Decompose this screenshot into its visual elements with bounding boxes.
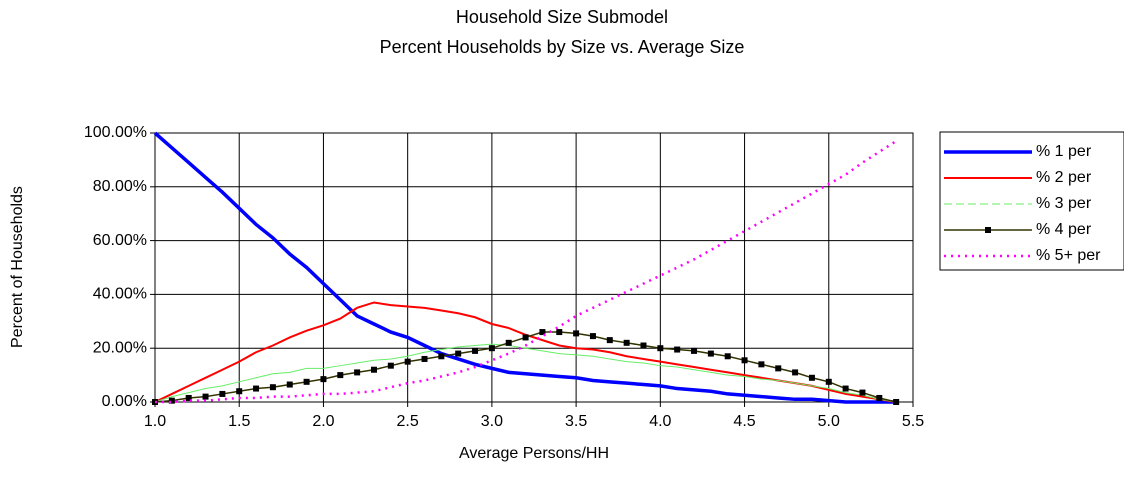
legend-label: % 4 per: [1036, 221, 1092, 238]
legend-marker: [985, 227, 991, 233]
series-marker: [758, 361, 765, 368]
series-marker: [522, 334, 529, 341]
y-tick-label: 80.00%: [93, 178, 147, 195]
series-marker: [320, 376, 327, 383]
series-marker: [556, 329, 563, 336]
series-marker: [488, 345, 495, 352]
legend-label: % 1 per: [1036, 143, 1092, 160]
x-tick-label: 4.0: [649, 413, 671, 430]
y-axis-label: Percent of Households: [9, 186, 26, 348]
chart-subtitle: Percent Households by Size vs. Average S…: [380, 37, 745, 57]
legend-label: % 3 per: [1036, 195, 1092, 212]
series-marker: [573, 330, 580, 337]
series-marker: [657, 345, 664, 352]
series-line: [153, 131, 897, 404]
series-marker: [286, 381, 293, 388]
series-marker: [354, 369, 361, 376]
series-marker: [876, 394, 883, 401]
series-marker: [589, 333, 596, 340]
x-tick-label: 4.5: [733, 413, 755, 430]
x-tick-label: 2.5: [397, 413, 419, 430]
series-marker: [185, 394, 192, 401]
series-marker: [253, 385, 260, 392]
series-marker: [219, 390, 226, 397]
series-marker: [724, 353, 731, 360]
series-marker: [303, 378, 310, 385]
series-marker: [691, 347, 698, 354]
series-marker: [505, 339, 512, 346]
x-tick-label: 1.0: [144, 413, 166, 430]
y-tick-label: 100.00%: [84, 124, 147, 141]
y-tick-label: 40.00%: [93, 286, 147, 303]
x-tick-label: 3.0: [481, 413, 503, 430]
y-tick-label: 60.00%: [93, 232, 147, 249]
series-marker: [859, 389, 866, 396]
x-axis-label: Average Persons/HH: [459, 445, 609, 462]
plot-frame: [154, 132, 914, 403]
series-marker: [606, 337, 613, 344]
y-tick-label: 20.00%: [93, 339, 147, 356]
series-marker: [792, 369, 799, 376]
x-tick-label: 1.5: [228, 413, 250, 430]
series-marker: [455, 350, 462, 357]
series-marker: [539, 329, 546, 336]
series-marker: [370, 366, 377, 373]
chart-title: Household Size Submodel: [456, 7, 668, 27]
x-tick-label: 5.5: [902, 413, 924, 430]
series-marker: [825, 378, 832, 385]
series-line: [154, 343, 897, 403]
series-marker: [842, 385, 849, 392]
series-marker: [623, 339, 630, 346]
series-marker: [674, 346, 681, 353]
series-marker: [202, 393, 209, 400]
x-tick-label: 3.5: [565, 413, 587, 430]
series-marker: [168, 397, 175, 404]
series-marker: [472, 347, 479, 354]
series-marker: [741, 357, 748, 364]
series-line: [154, 331, 897, 403]
x-tick-label: 5.0: [818, 413, 840, 430]
series-marker: [808, 374, 815, 381]
series-marker: [775, 365, 782, 372]
series-marker: [893, 399, 900, 405]
legend-label: % 5+ per: [1036, 247, 1101, 264]
series-marker: [421, 355, 428, 362]
series-marker: [640, 342, 647, 349]
series-marker: [387, 362, 394, 369]
series-marker: [438, 353, 445, 360]
x-tick-label: 2.0: [312, 413, 334, 430]
series-marker: [236, 388, 243, 395]
series-marker: [707, 350, 714, 357]
legend-box: [939, 131, 1124, 271]
series-marker: [337, 372, 344, 379]
y-tick-label: 0.00%: [102, 393, 147, 410]
series-marker: [269, 384, 276, 391]
series-line: [155, 140, 897, 404]
legend-label: % 2 per: [1036, 169, 1092, 186]
series-marker: [404, 358, 411, 365]
